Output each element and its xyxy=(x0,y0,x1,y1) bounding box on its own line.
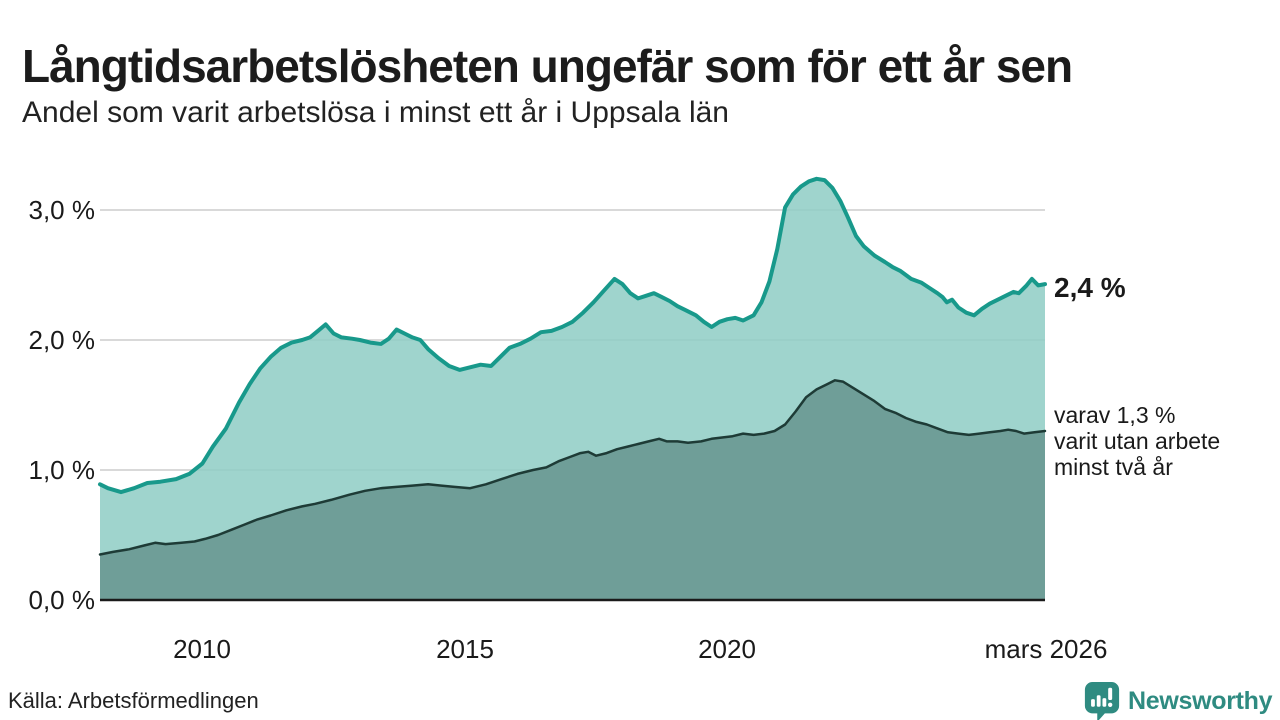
y-tick-3: 3,0 % xyxy=(28,195,96,225)
annotation-line-3: minst två år xyxy=(1054,454,1173,480)
series-two-years-line xyxy=(98,379,1047,556)
annotation-line-2: varit utan arbete xyxy=(1054,428,1221,454)
newsworthy-wordmark: Newsworthy xyxy=(1128,687,1273,715)
annotation-line-1: varav 1,3 % xyxy=(1054,402,1176,428)
newsworthy-branding: Newsworthy xyxy=(1083,680,1273,720)
x-tick-mars-2026: mars 2026 xyxy=(984,634,1108,664)
y-tick-2: 2,0 % xyxy=(28,325,96,355)
source-credit: Källa: Arbetsförmedlingen xyxy=(8,688,259,713)
newsworthy-pin-barchart-icon xyxy=(1084,682,1120,720)
x-tick-2010: 2010 xyxy=(173,634,231,664)
x-tick-2020: 2020 xyxy=(698,634,756,664)
y-tick-0: 0,0 % xyxy=(28,585,96,615)
y-tick-1: 1,0 % xyxy=(28,455,96,485)
series-two-years-area xyxy=(100,380,1045,600)
end-value-label-two-years: varav 1,3 % varit utan arbete minst två … xyxy=(1054,402,1220,480)
series-total-line xyxy=(98,176,1047,495)
end-value-label-total: 2,4 % xyxy=(1054,272,1126,303)
page-title: Långtidsarbetslösheten ungefär som för e… xyxy=(22,39,1073,92)
x-tick-2015: 2015 xyxy=(436,634,494,664)
chart-subtitle: Andel som varit arbetslösa i minst ett å… xyxy=(22,96,729,129)
